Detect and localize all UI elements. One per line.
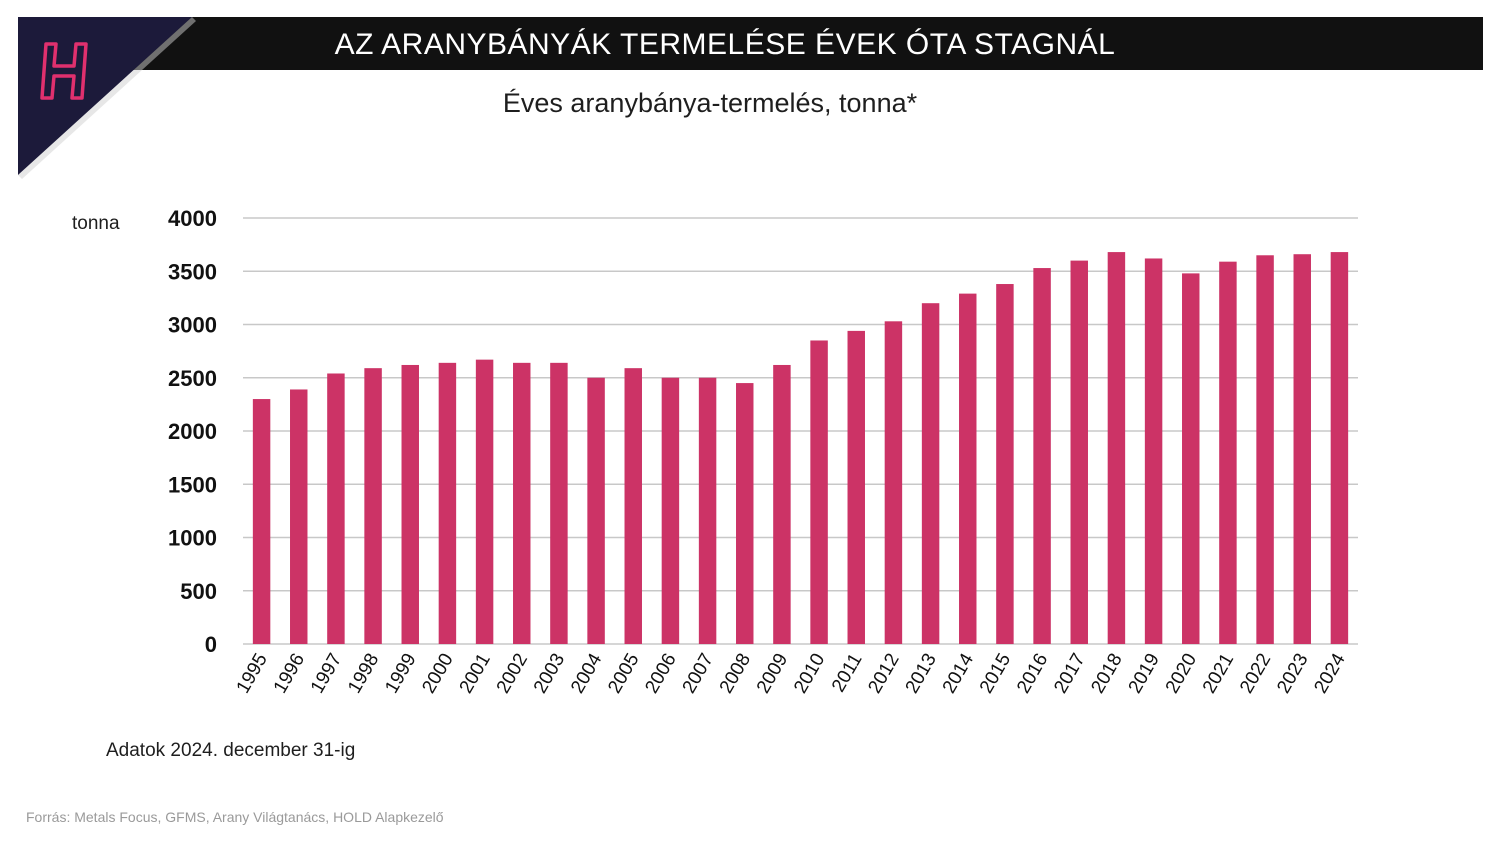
x-tick-label: 2016	[1013, 650, 1052, 697]
bar	[587, 377, 605, 644]
y-tick-label: 3000	[168, 313, 217, 338]
bar	[847, 330, 865, 644]
bar	[401, 364, 419, 644]
y-tick-label: 500	[180, 579, 217, 604]
bar	[1330, 252, 1349, 644]
bar	[1293, 254, 1311, 644]
bar	[1182, 273, 1200, 644]
bar	[513, 362, 531, 644]
bar	[996, 284, 1014, 644]
x-tick-label: 2012	[864, 650, 903, 697]
source-note: Forrás: Metals Focus, GFMS, Arany Világt…	[26, 809, 444, 825]
header-bar	[20, 17, 1483, 70]
logo	[0, 0, 210, 200]
bar	[438, 362, 457, 644]
bar	[959, 293, 977, 644]
x-tick-label: 2017	[1050, 650, 1089, 697]
bar	[1256, 255, 1274, 644]
x-tick-label: 2011	[828, 650, 867, 696]
bar	[884, 321, 903, 644]
x-tick-label: 2004	[567, 650, 607, 697]
y-axis-label: tonna	[72, 213, 120, 234]
x-tick-label: 2005	[604, 650, 643, 697]
bar	[736, 383, 754, 644]
x-tick-label: 2002	[493, 650, 532, 697]
bar	[624, 368, 642, 644]
x-tick-label: 2003	[530, 650, 569, 697]
bar	[661, 377, 680, 644]
x-tick-label: 1999	[381, 650, 420, 697]
footnote: Adatok 2024. december 31-ig	[106, 740, 356, 761]
y-tick-label: 1500	[168, 472, 217, 497]
bar	[921, 303, 940, 644]
bar	[364, 368, 382, 644]
x-tick-label: 2014	[939, 650, 979, 697]
y-tick-label: 3500	[168, 259, 217, 284]
y-tick-label: 4000	[168, 206, 217, 231]
x-tick-label: 1998	[344, 650, 383, 697]
x-tick-label: 2007	[679, 650, 718, 697]
bar	[1033, 268, 1051, 644]
x-tick-label: 2000	[418, 650, 457, 697]
y-tick-label: 2000	[168, 419, 217, 444]
x-tick-label: 2001	[456, 650, 495, 697]
y-tick-label: 2500	[168, 366, 217, 391]
x-tick-label: 2024	[1310, 650, 1350, 697]
x-tick-label: 2006	[641, 650, 680, 697]
x-tick-label: 2013	[902, 650, 941, 697]
x-tick-label: 1996	[270, 650, 309, 697]
x-tick-label: 2023	[1273, 650, 1312, 697]
bar	[773, 364, 791, 644]
bar	[1219, 261, 1237, 644]
x-tick-label: 2015	[976, 650, 1015, 697]
bar	[698, 377, 717, 644]
x-tick-label: 2020	[1162, 650, 1201, 697]
bar	[810, 340, 828, 644]
bar	[1070, 260, 1088, 644]
bar	[475, 359, 494, 644]
y-tick-label: 1000	[168, 526, 217, 551]
x-tick-label: 1997	[307, 650, 346, 697]
x-tick-label: 2010	[790, 650, 829, 697]
x-tick-label: 2022	[1236, 650, 1275, 697]
x-tick-label: 2009	[753, 650, 792, 697]
chart-title: Éves aranybánya-termelés, tonna*	[502, 88, 918, 118]
x-tick-label: 2018	[1087, 650, 1126, 697]
bar	[327, 373, 345, 644]
x-tick-label: 2008	[716, 650, 755, 697]
bar	[1144, 258, 1163, 644]
bar	[1107, 252, 1126, 644]
x-tick-label: 2019	[1125, 650, 1164, 697]
bar	[550, 362, 568, 644]
bar	[290, 389, 308, 644]
x-tick-label: 1995	[233, 650, 272, 697]
bar	[252, 399, 271, 644]
x-tick-label: 2021	[1199, 650, 1238, 697]
header-title: AZ ARANYBÁNYÁK TERMELÉSE ÉVEK ÓTA STAGNÁ…	[334, 28, 1116, 61]
y-tick-label: 0	[205, 632, 217, 657]
